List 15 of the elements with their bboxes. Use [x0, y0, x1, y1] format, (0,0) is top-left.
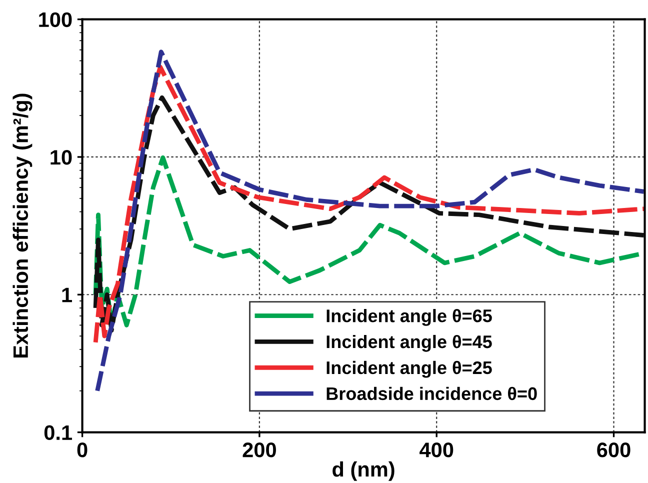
x-tick-label: 600 — [597, 442, 630, 458]
legend-label: Broadside incidence θ=0 — [326, 386, 537, 400]
y-tick-label: 0.1 — [44, 425, 72, 440]
legend-label: Incident angle θ=45 — [326, 334, 492, 352]
legend-label: Incident angle θ=25 — [326, 360, 492, 378]
y-tick-label: 100 — [39, 12, 72, 28]
line-series — [93, 95, 645, 333]
y-axis-title: Extinction efficiency (m²/g) — [12, 94, 32, 358]
legend-label: Incident angle θ=65 — [326, 309, 492, 326]
x-tick-label: 0 — [77, 442, 88, 458]
y-tick-label: 10 — [50, 150, 72, 165]
x-tick-label: 200 — [242, 442, 276, 458]
x-tick-label: 400 — [420, 442, 454, 458]
y-tick-label: 1 — [62, 288, 72, 302]
x-axis-title: d (nm) — [332, 461, 394, 481]
